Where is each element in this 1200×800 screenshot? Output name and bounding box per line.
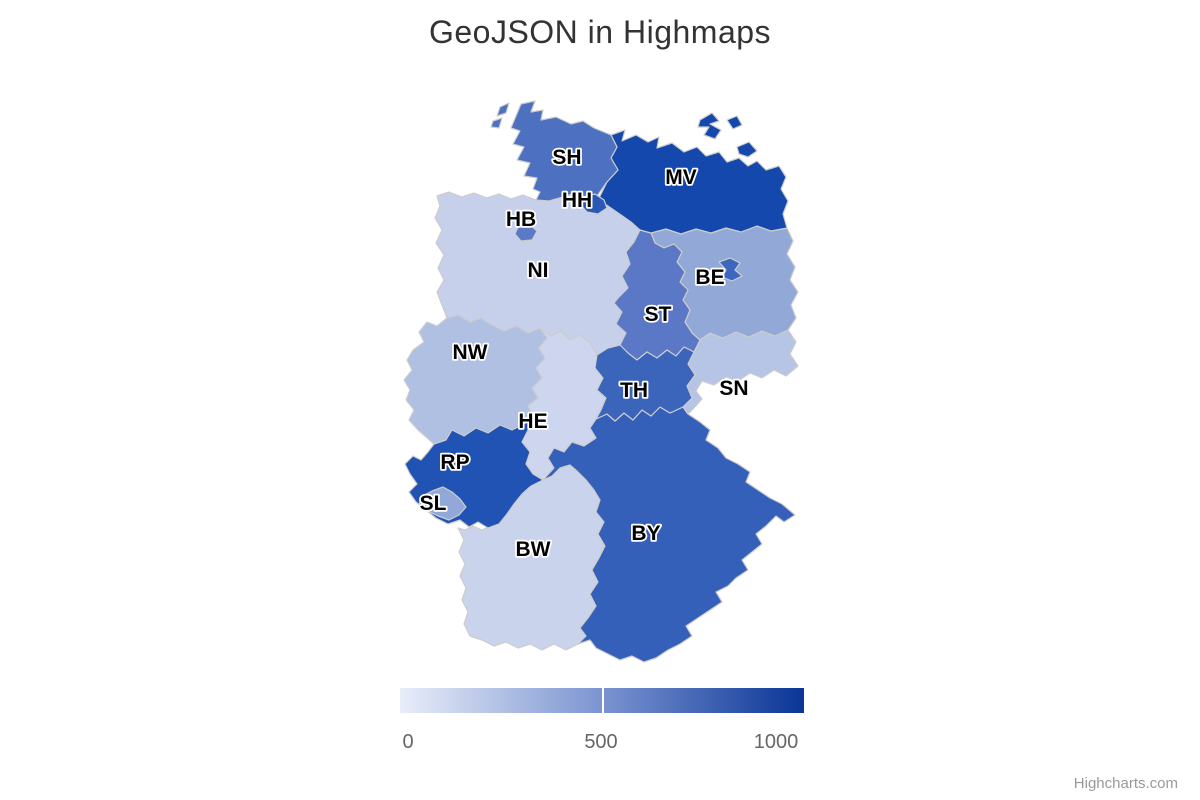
map-region-mv-island[interactable] [736, 141, 758, 158]
map-region-be[interactable] [718, 257, 743, 282]
map-region-mv-island[interactable] [726, 115, 743, 130]
color-axis-bar [400, 688, 804, 713]
map-label-be: BE [695, 266, 724, 289]
map-label-th: TH [620, 379, 648, 402]
map-label-ni: NI [528, 259, 549, 282]
map-region-sl[interactable] [418, 486, 467, 521]
chart-title: GeoJSON in Highmaps [428, 14, 772, 50]
map-region-th[interactable] [594, 344, 696, 422]
color-axis-tick-500 [602, 688, 604, 713]
map-label-hb: HB [506, 208, 536, 231]
map-region-mv[interactable] [597, 129, 789, 235]
color-axis-label-max: 1000 [753, 731, 799, 753]
map-label-he: HE [518, 410, 547, 433]
map-region-sn[interactable] [682, 329, 799, 415]
map-region-hb[interactable] [514, 223, 538, 242]
credits-link[interactable]: Highcharts.com [1073, 775, 1178, 792]
color-axis-label-mid: 500 [584, 731, 618, 753]
color-axis-label-min: 0 [402, 731, 414, 753]
map-region-sh-island[interactable] [490, 117, 503, 129]
map-label-by: BY [631, 522, 660, 545]
map-label-bw: BW [516, 538, 551, 561]
map-label-sn: SN [719, 377, 748, 400]
map-region-hh[interactable] [579, 193, 608, 215]
map-label-mv: MV [665, 166, 697, 189]
map-region-sh[interactable] [510, 100, 619, 202]
map-label-rp: RP [440, 451, 469, 474]
map-region-mv-island[interactable] [697, 112, 722, 140]
map-label-nw: NW [453, 341, 488, 364]
map-label-st: ST [645, 303, 672, 326]
map-region-sh-island[interactable] [496, 102, 510, 117]
map-label-hh: HH [562, 189, 592, 212]
map-label-sh: SH [552, 146, 581, 169]
map-label-sl: SL [420, 492, 447, 515]
